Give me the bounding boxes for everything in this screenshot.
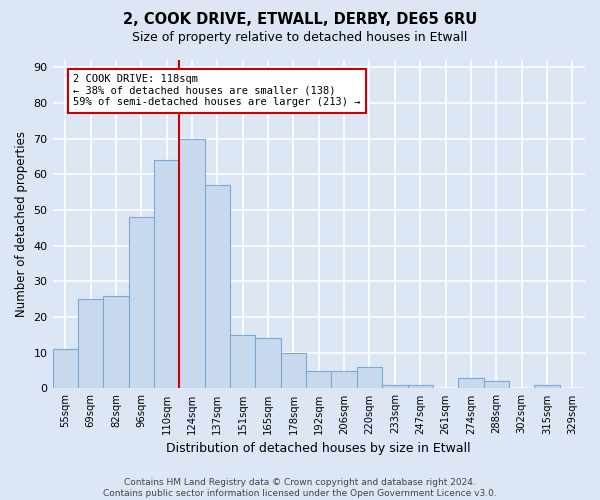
Text: Contains HM Land Registry data © Crown copyright and database right 2024.
Contai: Contains HM Land Registry data © Crown c…: [103, 478, 497, 498]
Bar: [103, 296, 128, 388]
Bar: [128, 217, 154, 388]
Bar: [357, 367, 382, 388]
Bar: [407, 385, 433, 388]
Bar: [281, 352, 306, 388]
Bar: [484, 382, 509, 388]
Bar: [78, 299, 103, 388]
Bar: [53, 349, 78, 389]
X-axis label: Distribution of detached houses by size in Etwall: Distribution of detached houses by size …: [166, 442, 471, 455]
Bar: [256, 338, 281, 388]
Bar: [458, 378, 484, 388]
Y-axis label: Number of detached properties: Number of detached properties: [15, 131, 28, 317]
Bar: [534, 385, 560, 388]
Bar: [154, 160, 179, 388]
Bar: [382, 385, 407, 388]
Text: 2, COOK DRIVE, ETWALL, DERBY, DE65 6RU: 2, COOK DRIVE, ETWALL, DERBY, DE65 6RU: [123, 12, 477, 28]
Bar: [306, 370, 331, 388]
Bar: [331, 370, 357, 388]
Bar: [230, 335, 256, 388]
Text: 2 COOK DRIVE: 118sqm
← 38% of detached houses are smaller (138)
59% of semi-deta: 2 COOK DRIVE: 118sqm ← 38% of detached h…: [73, 74, 361, 108]
Bar: [205, 185, 230, 388]
Text: Size of property relative to detached houses in Etwall: Size of property relative to detached ho…: [133, 31, 467, 44]
Bar: [179, 138, 205, 388]
